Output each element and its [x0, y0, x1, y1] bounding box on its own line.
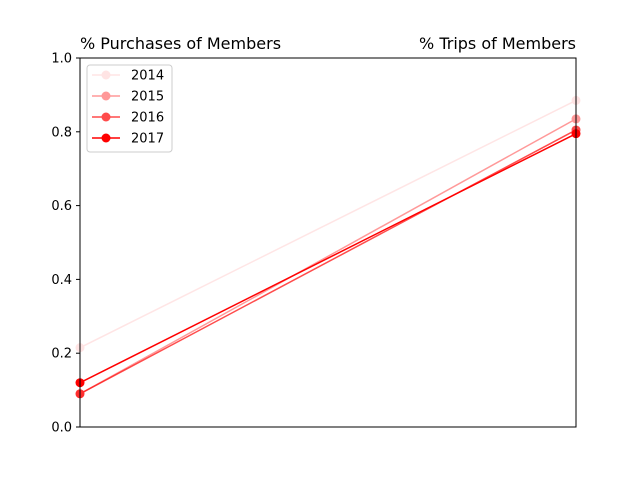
legend-label: 2017 [131, 132, 164, 147]
plot-frame [79, 57, 577, 428]
series-line [79, 132, 577, 384]
legend-label: 2015 [131, 90, 164, 105]
legend-swatch [92, 70, 120, 80]
series-lines [75, 95, 581, 399]
y-tick-label: 0.4 [51, 273, 72, 288]
legend-swatch [92, 133, 120, 143]
legend-swatch [92, 91, 120, 101]
series-line [79, 99, 577, 349]
y-tick-label: 0.2 [51, 347, 72, 362]
y-tick-label: 0.8 [51, 125, 72, 140]
legend-swatch [92, 112, 120, 122]
legend-box [86, 64, 173, 153]
y-tick-label: 0.6 [51, 199, 72, 214]
legend-item: 2014 [92, 69, 164, 84]
legend-marker [101, 112, 111, 122]
legend-label: 2016 [131, 111, 164, 126]
legend-item: 2015 [92, 90, 164, 105]
y-tick-label: 1.0 [51, 52, 72, 67]
series-2016 [75, 125, 581, 399]
legend-marker [101, 91, 111, 101]
y-axis: 0.0 0.2 0.4 0.6 0.8 1.0 [51, 52, 80, 436]
right-title: % Trips of Members [419, 34, 576, 53]
y-tick-label: 0.0 [51, 421, 72, 436]
legend-marker [101, 133, 111, 143]
series-2017 [75, 129, 581, 388]
left-title: % Purchases of Members [80, 34, 281, 53]
legend-item: 2017 [92, 132, 164, 147]
legend-label: 2014 [131, 69, 164, 84]
legend-item: 2016 [92, 111, 164, 126]
legend: 2014 2015 2016 2017 [86, 64, 173, 153]
series-line [79, 118, 577, 395]
legend-marker [101, 70, 111, 80]
series-line [79, 129, 577, 395]
